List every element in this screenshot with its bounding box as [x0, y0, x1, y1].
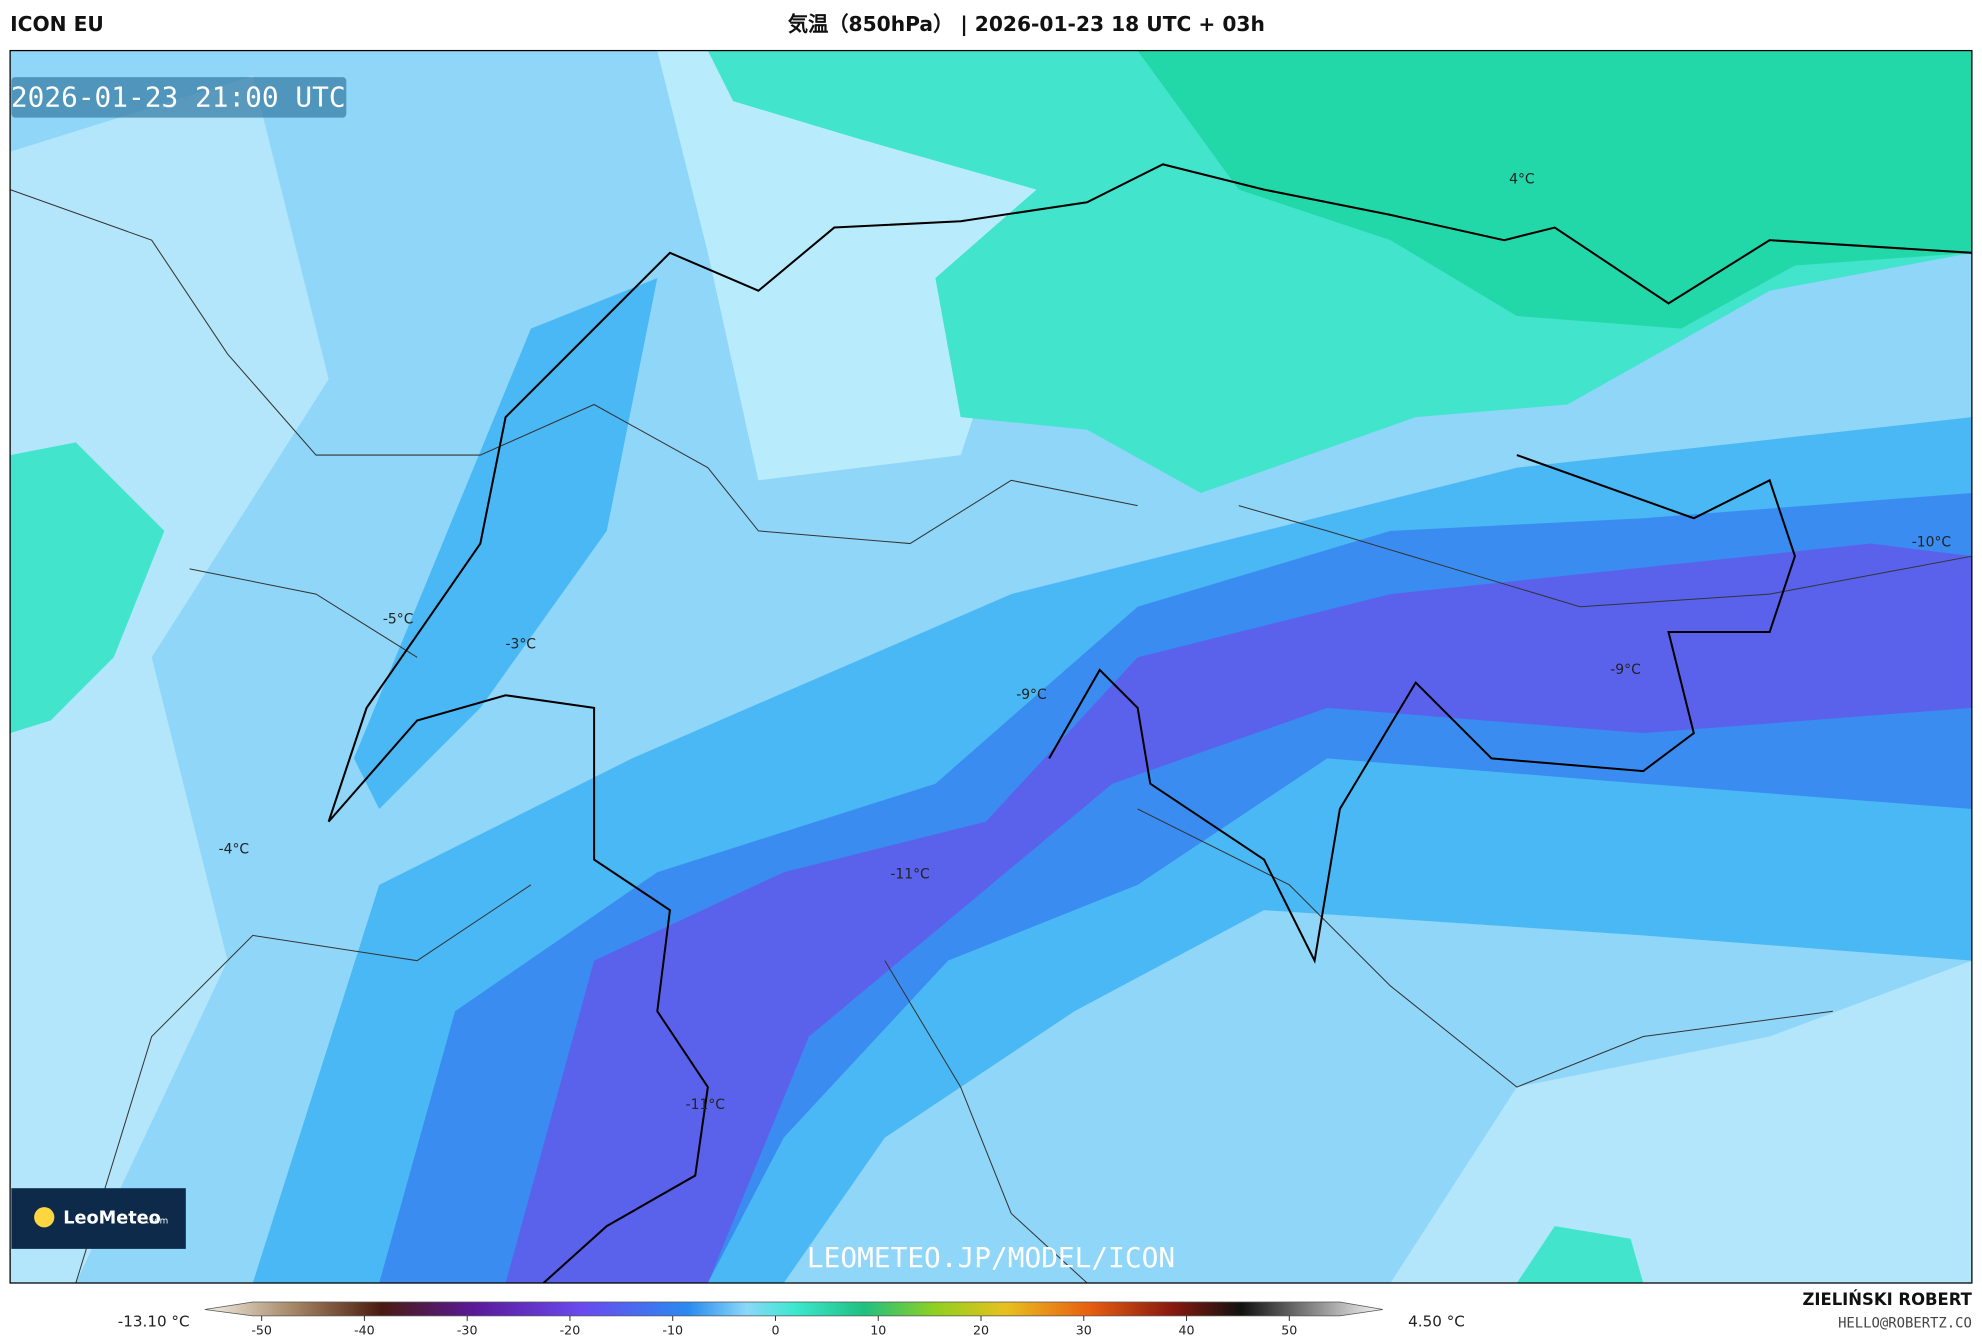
region-light [1390, 960, 1972, 1284]
logo-name: LeoMeteo [63, 1209, 161, 1229]
colorbar-max: 4.50 °C [1408, 1313, 1465, 1331]
colorbar-tick-label: 10 [870, 1323, 886, 1338]
watermark: LEOMETEO.JP/MODEL/ICON [807, 1241, 1175, 1274]
contour-label: -5°C [383, 611, 414, 627]
logo-sun [34, 1207, 55, 1228]
author: ZIELIŃSKI ROBERT [1802, 1290, 1972, 1309]
colorbar-tick-label: 0 [771, 1323, 779, 1338]
colorbar-tick-label: -40 [354, 1323, 375, 1338]
national-border [327, 163, 1972, 1284]
region-teal [1516, 1226, 1644, 1284]
colorbar-tick-label: -10 [662, 1323, 683, 1338]
region-purple [505, 543, 1972, 1284]
colorbar-tick-label: 30 [1076, 1323, 1092, 1338]
model-name: ICON EU [10, 12, 104, 36]
colorbar-tick-label: 20 [973, 1323, 989, 1338]
region-green [1137, 50, 1972, 329]
colorbar-tick-label: -30 [457, 1323, 478, 1338]
border-line [10, 189, 1972, 1284]
contour-label: 4°C [1509, 172, 1534, 188]
map-frame [9, 49, 1973, 1284]
chart-title: 気温（850hPa） | 2026-01-23 18 UTC + 03h [788, 12, 1265, 36]
timestamp: 2026-01-23 21:00 UTC [11, 81, 346, 114]
colorbar [204, 1301, 1383, 1317]
logo-suffix: .com [147, 1217, 169, 1227]
colorbar-tick-label: 40 [1179, 1323, 1195, 1338]
email: HELLO@ROBERTZ.CO [1838, 1315, 1972, 1331]
contour-label: -11°C [890, 867, 929, 883]
region-teal [10, 442, 165, 734]
colorbar-tick-label: -20 [560, 1323, 581, 1338]
colorbar-tick-label: 50 [1281, 1323, 1297, 1338]
region-blue [353, 278, 658, 809]
contour-label: -4°C [219, 841, 250, 857]
contour-label: -9°C [1016, 687, 1047, 703]
contour-label: -11°C [686, 1097, 725, 1113]
contour-label: -3°C [506, 637, 537, 653]
colorbar-min: -13.10 °C [118, 1313, 190, 1331]
map [10, 50, 1972, 1284]
contour-label: -10°C [1912, 534, 1951, 550]
timestamp-box [11, 77, 347, 118]
contour-label: -9°C [1610, 662, 1641, 678]
contour-labels: 4°C -10°C -5°C -3°C -9°C -9°C -4°C -11°C… [219, 172, 1952, 1113]
region-light [10, 75, 329, 1284]
colorbar-ticks: -50 -40 -30 -20 -10 0 10 20 30 40 50 [251, 1315, 1297, 1338]
colorbar-tick-label: -50 [251, 1323, 272, 1338]
